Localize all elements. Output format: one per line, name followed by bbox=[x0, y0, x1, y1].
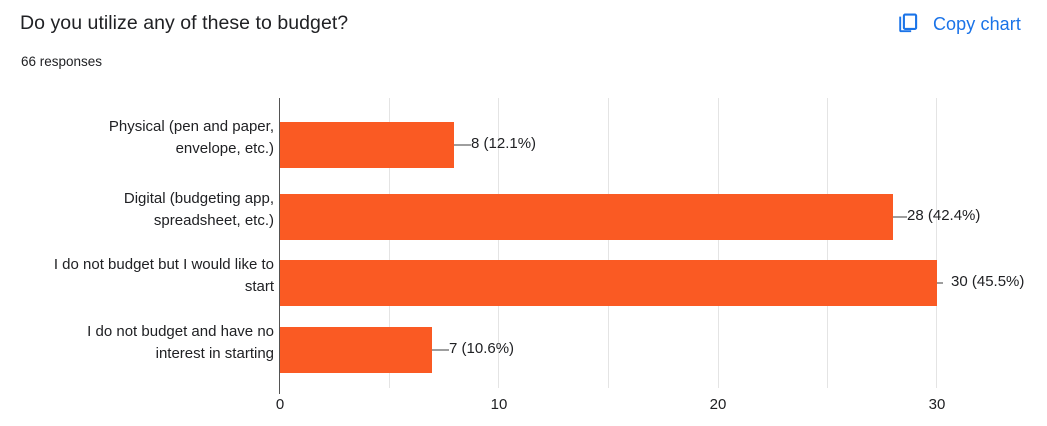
category-label: Physical (pen and paper, envelope, etc.) bbox=[12, 116, 274, 160]
y-axis-line bbox=[279, 98, 280, 394]
gridline bbox=[936, 98, 937, 388]
bar-value-label: 8 (12.1%) bbox=[471, 135, 537, 152]
category-label-line: I do not budget but I would like to bbox=[53, 256, 274, 273]
gridline bbox=[498, 98, 499, 388]
bar-row: 8 (12.1%) bbox=[279, 122, 937, 168]
category-label-line: I do not budget and have no bbox=[87, 323, 274, 340]
x-axis-tick-labels: 0 10 20 30 bbox=[0, 394, 1047, 420]
gridline bbox=[827, 98, 828, 388]
bar-value-label: 30 (45.5%) bbox=[951, 273, 1025, 290]
category-label-line: interest in starting bbox=[155, 345, 274, 362]
category-label-line: envelope, etc.) bbox=[175, 140, 274, 157]
page-title: Do you utilize any of these to budget? bbox=[20, 12, 349, 34]
bar-value-label: 28 (42.4%) bbox=[907, 207, 981, 224]
category-label: I do not budget but I would like to star… bbox=[12, 254, 274, 298]
bar[interactable] bbox=[279, 327, 432, 373]
bar[interactable] bbox=[279, 194, 893, 240]
category-label-line: spreadsheet, etc.) bbox=[153, 212, 274, 229]
category-label: I do not budget and have no interest in … bbox=[12, 321, 274, 365]
x-axis-tick: 30 bbox=[928, 396, 946, 413]
bar-leader-line bbox=[432, 349, 449, 351]
gridline bbox=[389, 98, 390, 388]
x-axis-tick: 0 bbox=[275, 396, 285, 413]
y-axis-category-labels: Physical (pen and paper, envelope, etc.)… bbox=[8, 98, 274, 388]
response-count-text: 66 responses bbox=[21, 54, 103, 69]
gridline bbox=[718, 98, 719, 388]
bar-value-label: 7 (10.6%) bbox=[449, 340, 515, 357]
bar-row: 7 (10.6%) bbox=[279, 327, 937, 373]
category-label-line: start bbox=[244, 278, 274, 295]
bar-leader-line bbox=[893, 216, 907, 218]
bar-chart: Physical (pen and paper, envelope, etc.)… bbox=[0, 92, 1047, 426]
copy-chart-label: Copy chart bbox=[932, 13, 1021, 34]
category-label-line: Physical (pen and paper, bbox=[108, 118, 274, 135]
chart-header: Do you utilize any of these to budget? 6… bbox=[0, 0, 1047, 92]
x-axis-tick: 10 bbox=[490, 396, 508, 413]
bar-leader-line bbox=[937, 282, 943, 284]
copy-icon bbox=[896, 12, 920, 36]
category-label: Digital (budgeting app, spreadsheet, etc… bbox=[12, 188, 274, 232]
bar[interactable] bbox=[279, 260, 937, 306]
copy-chart-button[interactable]: Copy chart bbox=[896, 8, 1021, 40]
plot-area: 8 (12.1%) 28 (42.4%) 30 (45.5%) 7 (10.6%… bbox=[279, 98, 1024, 388]
bar-row: 30 (45.5%) bbox=[279, 260, 1024, 306]
bar[interactable] bbox=[279, 122, 454, 168]
x-axis-tick: 20 bbox=[709, 396, 727, 413]
bar-row: 28 (42.4%) bbox=[279, 194, 980, 240]
gridline bbox=[608, 98, 609, 388]
bar-leader-line bbox=[454, 144, 471, 146]
category-label-line: Digital (budgeting app, bbox=[123, 190, 274, 207]
